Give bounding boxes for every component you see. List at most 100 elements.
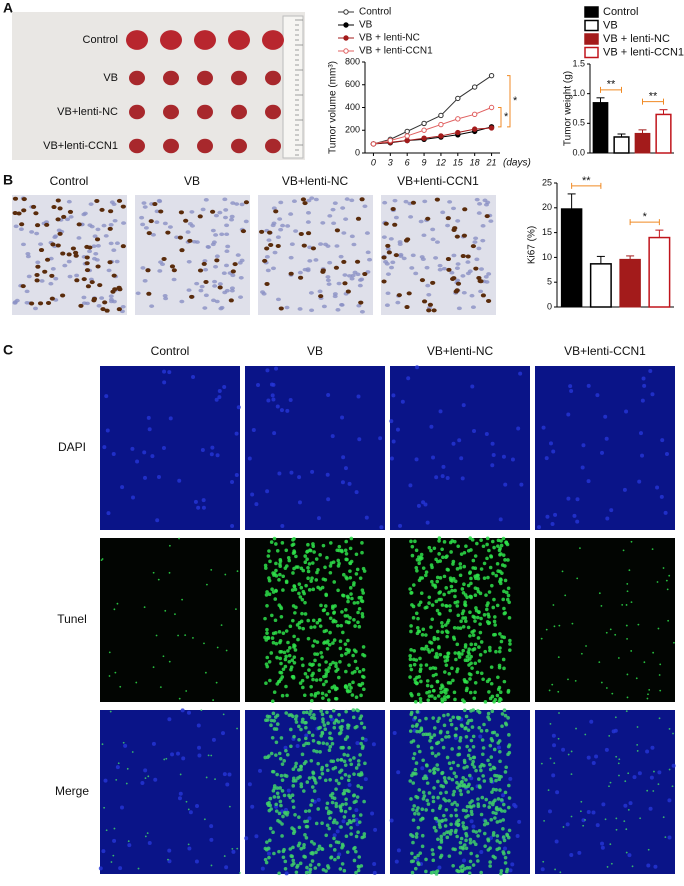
marker [471,126,478,132]
nucleus [214,254,220,259]
tunel-signal [315,620,320,625]
tunel-signal [499,539,503,543]
tumor [197,138,213,154]
stained-nucleus [454,288,460,293]
tunel-signal [429,735,434,740]
tunel-signal [472,696,477,701]
tunel-signal [451,678,455,683]
nucleus [195,803,200,808]
nucleus [212,279,218,284]
tunel-signal [507,616,512,620]
nucleus [87,223,93,227]
tunel-signal [409,624,413,628]
tunel-signal [451,863,455,868]
tunel-signal [460,652,464,656]
image-bg [100,366,240,530]
nucleus [365,250,371,255]
tunel-signal [274,740,279,745]
nucleus [188,810,193,815]
nucleus [213,264,219,269]
nucleus [200,207,206,212]
nucleus [623,803,628,808]
tunel-signal [228,805,231,808]
nucleus [305,220,311,224]
tunel-signal [346,599,350,604]
tunel-signal [540,637,543,640]
nucleus [279,408,284,413]
tunel-signal [267,549,271,553]
nucleus [198,288,204,293]
stained-nucleus [34,223,41,228]
tunel-signal [465,654,470,659]
tunel-signal [496,544,500,548]
tunel-signal [468,690,473,695]
nucleus [472,240,478,244]
nucleus [605,516,610,521]
tunel-signal [303,560,308,564]
tunel-signal [414,611,419,616]
tunel-signal [424,644,429,649]
tunel-signal [487,690,491,694]
tunel-signal [451,562,455,566]
nucleus [304,733,309,738]
tunel-signal [452,789,456,794]
stained-nucleus [107,260,113,265]
tunel-signal [311,738,316,743]
nucleus [650,392,655,397]
nucleus [355,272,361,277]
nucleus [476,246,482,251]
nucleus [111,248,117,252]
tunel-signal [453,800,457,805]
tunel-signal [468,610,472,615]
nucleus [501,793,506,798]
tunel-signal [671,785,674,788]
nucleus [622,487,627,492]
tunel-signal [336,840,341,845]
nucleus [341,455,346,460]
marker [387,137,394,144]
tunel-signal [444,663,449,667]
tunel-signal [333,604,337,608]
nucleus [364,515,369,520]
stained-nucleus [473,266,479,271]
tunel-signal [464,688,469,693]
tunel-signal [471,863,476,867]
nucleus [390,260,396,265]
tunel-signal [473,593,478,597]
nucleus [297,475,302,480]
stained-nucleus [35,264,41,269]
tunel-signal [414,835,419,839]
nucleus [53,276,59,281]
nucleus [101,849,106,854]
nucleus [425,283,431,288]
nucleus [222,197,228,202]
tunel-signal [664,836,667,839]
tunel-signal [336,675,341,680]
tunel-signal [618,758,621,761]
stained-nucleus [57,206,63,211]
tunel-signal [504,869,509,874]
legend-swatch [584,33,599,45]
nucleus [309,196,315,200]
tunel-signal [332,848,337,852]
stained-nucleus [12,196,19,201]
tunel-signal [310,733,315,738]
nucleus [512,802,517,807]
tunel-signal [456,626,460,630]
tunel-signal [324,628,329,633]
tunel-signal [267,660,272,664]
stained-nucleus [95,264,101,269]
tunel-signal [303,833,307,837]
tunel-signal [470,762,475,767]
tunel-signal [454,657,458,662]
tunel-signal [445,567,450,572]
nucleus [215,453,220,458]
nucleus [351,242,357,247]
tunel-signal [343,809,348,814]
nucleus [320,221,326,225]
tunel-signal [185,800,188,803]
tunel-signal [296,776,300,780]
nucleus [280,524,285,529]
nucleus [66,199,72,204]
tunel-signal [360,599,365,604]
